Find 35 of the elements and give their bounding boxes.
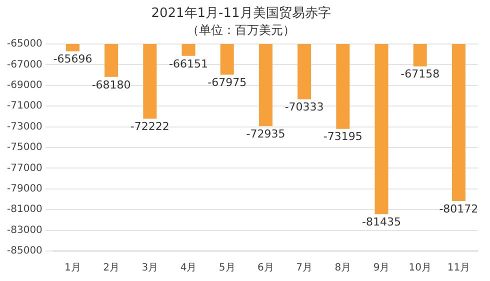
y-tick-label: -71000 (7, 100, 42, 112)
x-tick-label: 6月 (258, 262, 274, 274)
x-tick-label: 2月 (103, 262, 120, 274)
y-tick-label: -79000 (7, 183, 42, 194)
x-tick-label: 1月 (64, 262, 81, 274)
data-label: -80172 (439, 202, 478, 216)
x-tick-label: 3月 (142, 262, 158, 274)
x-tick-label: 8月 (334, 262, 352, 274)
x-tick-label: 9月 (373, 262, 390, 274)
x-tick-label: 7月 (296, 262, 312, 274)
data-label: -72222 (130, 120, 170, 134)
data-label: -73195 (323, 130, 362, 144)
data-label: -70333 (284, 100, 324, 114)
x-tick-label: 10月 (408, 262, 432, 274)
y-tick-label: -69000 (7, 80, 42, 91)
data-label: -72935 (246, 127, 286, 140)
data-label: -65696 (53, 52, 92, 66)
x-tick-label: 5月 (218, 262, 236, 274)
data-label: -66151 (169, 57, 208, 70)
y-tick-label: -85000 (7, 246, 42, 257)
data-label: -67975 (208, 76, 247, 90)
data-label: -67158 (400, 68, 440, 81)
y-tick-label: -73000 (7, 121, 42, 132)
x-tick-label: 4月 (180, 262, 197, 274)
chart-title: 2021年1月-11月美国贸易赤字 (151, 5, 331, 22)
y-tick-label: -83000 (7, 224, 42, 236)
x-tick-label: 11月 (447, 262, 470, 274)
y-tick-label: -81000 (7, 204, 42, 216)
data-label: -68180 (92, 78, 131, 92)
y-tick-label: -65000 (7, 38, 42, 50)
chart-subtitle: （单位：百万美元） (187, 22, 295, 37)
y-tick-label: -67000 (7, 59, 42, 70)
y-tick-label: -77000 (7, 162, 42, 174)
data-label: -81435 (362, 215, 401, 228)
y-tick-label: -75000 (7, 142, 42, 154)
